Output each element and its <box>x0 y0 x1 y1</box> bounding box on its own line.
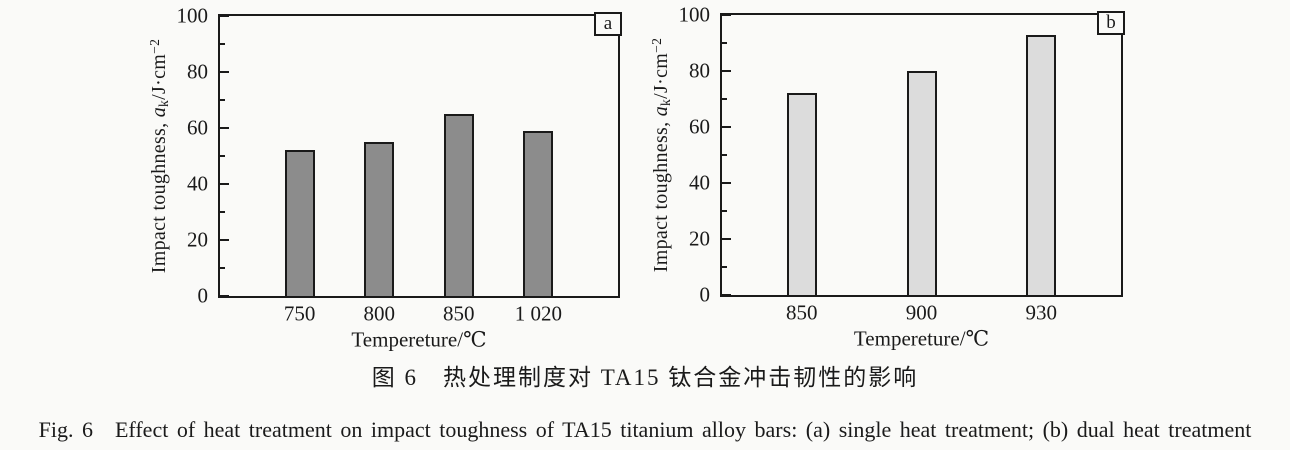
x-tick-label-750: 750 <box>283 301 316 326</box>
y-tick-label-20: 20 <box>689 226 710 251</box>
y-axis-title-part: Impact toughness, <box>649 116 672 273</box>
y-tick-label-0: 0 <box>197 283 209 308</box>
y-tick-label-80: 80 <box>187 59 208 84</box>
y-major-tick-100 <box>220 15 229 17</box>
bar-850 <box>443 114 474 298</box>
y-minor-tick-30 <box>722 210 727 212</box>
y-major-tick-40 <box>722 182 731 184</box>
y-major-tick-20 <box>220 239 229 241</box>
y-minor-tick-90 <box>220 43 225 45</box>
x-axis-title: Tempereture/℃ <box>351 327 487 352</box>
y-major-tick-0 <box>722 294 731 296</box>
figure-caption-chinese: 图 6 热处理制度对 TA15 钛合金冲击韧性的影响 <box>371 365 919 390</box>
y-axis-title-part: /J·cm <box>649 52 672 99</box>
y-minor-tick-30 <box>220 211 225 213</box>
x-tick-label-1020: 1 020 <box>514 301 563 326</box>
bar-1020 <box>523 130 554 298</box>
y-minor-tick-10 <box>220 267 225 269</box>
x-tick-label-850: 850 <box>786 300 818 325</box>
y-axis-title-part: −2 <box>147 38 163 54</box>
y-axis-title-part: a <box>649 105 672 117</box>
y-axis-title-part: −2 <box>649 37 665 53</box>
y-minor-tick-10 <box>722 266 727 268</box>
x-axis-title: Tempereture/℃ <box>853 326 990 351</box>
x-tick-label-930: 930 <box>1025 300 1057 325</box>
y-minor-tick-90 <box>722 42 727 44</box>
chart-a-plot-area: 0 20 40 60 80 100 750 800 850 1 020 Tempereture/℃ I… <box>147 4 622 351</box>
x-tick-label-900: 900 <box>905 300 938 325</box>
y-axis-title-part: k <box>156 99 172 107</box>
y-tick-label-20: 20 <box>187 227 208 252</box>
y-major-tick-40 <box>220 183 229 185</box>
y-major-tick-80 <box>220 71 229 73</box>
bar-750 <box>284 150 315 298</box>
y-tick-label-40: 40 <box>187 171 208 196</box>
x-tick-label-800: 800 <box>363 301 395 326</box>
y-minor-tick-70 <box>220 99 225 101</box>
y-major-tick-60 <box>220 127 229 129</box>
y-axis-title: Impact toughness, ak/J·cm−2 <box>649 37 674 273</box>
bar-850 <box>786 93 817 297</box>
y-major-tick-100 <box>722 14 731 16</box>
y-axis-title-part: k <box>658 98 674 106</box>
panel-label-box-b: b <box>1097 11 1125 35</box>
y-minor-tick-70 <box>722 98 727 100</box>
y-tick-label-80: 80 <box>689 58 710 83</box>
y-axis-title: Impact toughness, ak/J·cm−2 <box>147 38 172 274</box>
panel-label-box-a: a <box>594 12 622 36</box>
x-tick-label-850: 850 <box>443 301 475 326</box>
y-minor-tick-50 <box>722 154 727 156</box>
y-minor-tick-50 <box>220 155 225 157</box>
y-tick-label-40: 40 <box>689 170 710 195</box>
y-axis-title-part: /J·cm <box>147 53 170 100</box>
y-axis-title-part: Impact toughness, <box>147 117 170 274</box>
y-tick-label-60: 60 <box>689 114 710 139</box>
bar-900 <box>906 71 937 297</box>
figure-caption-english: Fig. 6 Effect of heat treatment on impac… <box>38 417 1252 442</box>
bar-930 <box>1026 34 1057 297</box>
y-tick-label-100: 100 <box>176 3 209 28</box>
y-major-tick-20 <box>722 238 731 240</box>
y-tick-label-0: 0 <box>699 282 711 307</box>
y-major-tick-0 <box>220 295 229 297</box>
y-major-tick-60 <box>722 126 731 128</box>
chart-b-plot-area: 0 20 40 60 80 100 850 900 930 Tempereture/℃ Impact… <box>649 3 1125 350</box>
y-tick-label-60: 60 <box>187 115 208 140</box>
bar-800 <box>364 142 395 298</box>
y-axis-title-part: a <box>147 106 170 118</box>
y-major-tick-80 <box>722 70 731 72</box>
y-tick-label-100: 100 <box>678 2 711 27</box>
